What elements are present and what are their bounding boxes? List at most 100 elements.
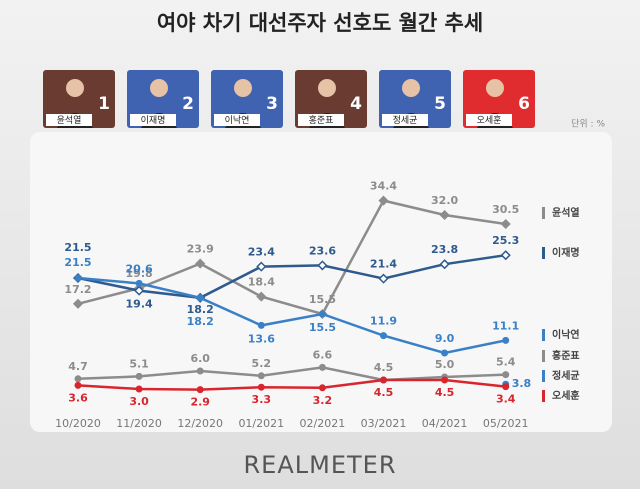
data-label: 4.7 [68, 360, 88, 373]
legend-swatch [542, 207, 545, 219]
marker [502, 336, 510, 344]
marker [439, 259, 450, 270]
data-label: 3.2 [313, 394, 333, 407]
unit-label: 단위 : % [571, 119, 605, 130]
portrait-head [318, 79, 336, 97]
card-name-box [466, 114, 512, 126]
card [379, 70, 451, 128]
card-number: 3 [266, 94, 278, 114]
source: REALMETER [244, 451, 397, 479]
data-label: 3.0 [129, 395, 149, 408]
marker [439, 209, 450, 221]
x-tick-label: 03/2021 [361, 417, 407, 430]
marker [500, 218, 511, 230]
legend-label: 정세균 [552, 369, 580, 382]
marker [135, 372, 143, 380]
marker [502, 371, 510, 379]
marker [257, 321, 265, 329]
series-line [77, 276, 506, 355]
card-name: 이낙연 [225, 115, 250, 126]
card [295, 70, 367, 128]
card-name-box [214, 114, 260, 126]
data-label: 15.5 [309, 321, 336, 334]
card-name: 이재명 [141, 115, 166, 126]
data-label: 5.1 [129, 357, 149, 370]
marker [380, 332, 387, 340]
data-label: 4.5 [374, 386, 394, 399]
marker [380, 376, 387, 384]
card-number: 6 [518, 94, 530, 114]
card-name: 오세훈 [477, 114, 502, 126]
card [127, 70, 199, 128]
marker [196, 367, 204, 375]
portrait-head [66, 79, 84, 97]
marker [196, 294, 204, 302]
portrait-head [150, 79, 168, 97]
marker [257, 383, 265, 391]
data-label: 4.5 [435, 386, 455, 399]
marker [318, 384, 326, 392]
legend-label: 홍준표 [552, 349, 580, 362]
chart-title: 여야 차기 대선주자 선호도 월간 추세 [157, 11, 483, 35]
x-tick-label: 11/2020 [116, 417, 162, 430]
series-line [77, 366, 506, 382]
data-label: 18.2 [187, 303, 214, 316]
card-name: 윤석열 [57, 115, 82, 126]
data-label: 20.6 [126, 262, 153, 275]
data-label: 21.5 [64, 256, 91, 269]
card-name-box [46, 114, 92, 126]
x-tick-label: 04/2021 [422, 417, 468, 430]
marker [134, 285, 145, 296]
legend-swatch [542, 370, 545, 382]
card-number: 1 [98, 94, 110, 114]
card-number: 4 [350, 94, 362, 114]
marker [135, 279, 143, 287]
portrait-head [486, 79, 504, 97]
marker [256, 291, 267, 302]
data-label: 6.0 [190, 352, 210, 365]
data-label: 5.4 [496, 356, 516, 369]
data-label: 23.9 [187, 243, 214, 256]
data-label: 18.4 [248, 276, 275, 289]
card [43, 70, 115, 128]
data-label: 32.0 [431, 194, 458, 207]
data-label: 2.9 [190, 396, 210, 409]
marker [74, 381, 82, 389]
marker [257, 372, 265, 380]
marker [74, 375, 82, 383]
data-label: 9.0 [435, 332, 455, 345]
card [211, 70, 283, 128]
marker [441, 349, 449, 357]
x-tick-label: 10/2020 [55, 417, 101, 430]
data-label: 4.5 [374, 361, 394, 374]
card-name-box [298, 114, 344, 126]
marker [256, 261, 267, 272]
data-label: 25.3 [492, 234, 519, 247]
marker [441, 376, 449, 384]
legend-label: 윤석열 [552, 206, 580, 219]
data-label: 19.8 [126, 267, 153, 280]
card [463, 70, 535, 128]
legend-swatch [542, 390, 545, 402]
legend-swatch [542, 350, 545, 362]
portrait-head [402, 79, 420, 97]
data-label: 6.6 [313, 348, 333, 361]
marker [502, 383, 510, 391]
card-number: 2 [182, 94, 194, 114]
data-label: 23.4 [248, 246, 275, 259]
x-tick-label: 01/2021 [238, 417, 284, 430]
legend-label: 이낙연 [552, 328, 580, 341]
marker [72, 298, 84, 309]
data-label: 30.5 [492, 203, 519, 216]
data-label: 21.5 [64, 241, 91, 254]
data-label: 5.2 [252, 357, 272, 370]
data-label: 3.6 [68, 391, 88, 404]
marker [378, 273, 389, 284]
legend-swatch [542, 247, 545, 259]
data-label: 3.8 [512, 377, 532, 390]
marker [135, 385, 143, 393]
x-tick-label: 02/2021 [300, 417, 346, 430]
legend-label: 이재명 [552, 246, 580, 259]
legend-swatch [542, 329, 545, 341]
